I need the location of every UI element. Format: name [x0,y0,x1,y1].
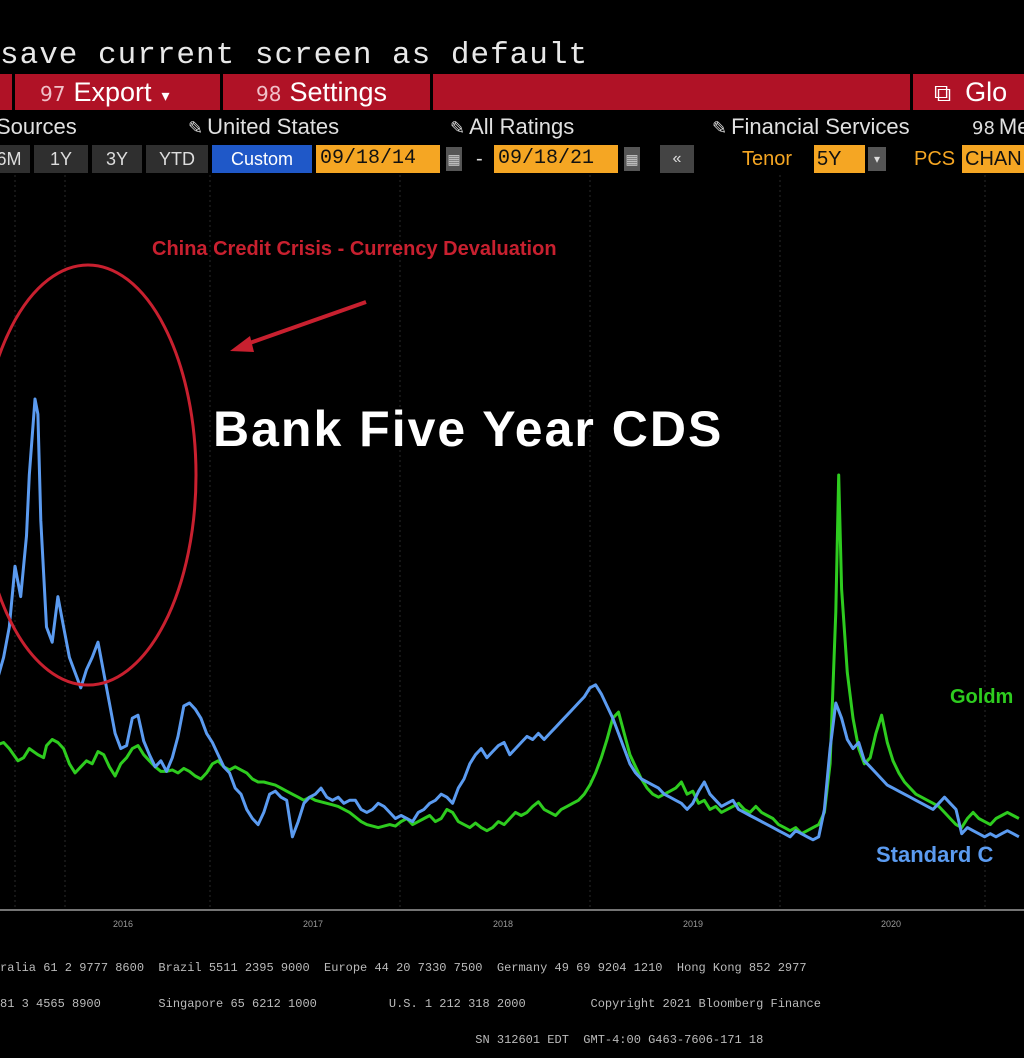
x-tick-label: 2016 [113,919,133,929]
settings-icon: 98 [972,118,995,139]
cds-chart: 2016 2017 2018 2019 2020 China Credit Crisis… [0,175,1024,929]
footer-line-2: 81 3 4565 8900 Singapore 65 6212 1000 U.… [0,997,821,1011]
series-line-goldman [0,473,1020,836]
filter-more-label: Me [998,114,1024,139]
series-layer [0,397,1020,842]
x-tick-label: 2020 [881,919,901,929]
end-date-input[interactable]: 09/18/21 [494,145,618,173]
annotation-circle [0,263,198,687]
date-separator: - [476,148,483,170]
toolbar-divider [220,74,223,110]
toolbar-divider [12,74,15,110]
tenor-label: Tenor [742,148,793,170]
x-tick-label: 2017 [303,919,323,929]
export-button[interactable]: 97 Export ▾ [40,74,170,110]
filter-row: Sources ✎ United States ✎ All Ratings ✎ Fin… [0,112,1024,142]
filter-sector[interactable]: ✎ Financial Services [712,112,910,144]
x-axis-labels: 2016 2017 2018 2019 2020 [113,919,901,929]
annotation-arrow [243,300,367,347]
filter-ratings-label: All Ratings [469,114,575,139]
footer-line-3: SN 312601 EDT GMT-4:00 G463-7606-171 18 [0,1033,764,1047]
global-label: Glo [965,77,1008,107]
series-line-standard [0,397,1020,842]
range-button-3y[interactable]: 3Y [92,145,142,173]
calendar-icon[interactable]: ▦ [446,147,462,171]
pcs-select[interactable]: CHAN [962,145,1024,173]
footer-line-1: ralia 61 2 9777 8600 Brazil 5511 2395 90… [0,961,807,975]
filter-sector-label: Financial Services [731,114,910,139]
toolbar-divider [910,74,913,110]
legend-standard: Standard C [876,842,993,867]
filter-country-label: United States [207,114,340,139]
x-tick-label: 2019 [683,919,703,929]
global-button[interactable]: ⧉ Glo [934,74,1007,110]
pencil-icon: ✎ [712,118,728,139]
tenor-select[interactable]: 5Y [814,145,865,173]
settings-icon: 98 [256,82,282,106]
export-label: Export [73,77,152,107]
range-button-1y[interactable]: 1Y [34,145,88,173]
start-date-input[interactable]: 09/18/14 [316,145,440,173]
pencil-icon: ✎ [450,118,466,139]
legend-goldman: Goldm [950,686,1013,708]
open-external-icon: ⧉ [934,79,952,107]
calendar-icon[interactable]: ▦ [624,147,640,171]
rewind-icon[interactable]: « [660,145,694,173]
export-icon: 97 [40,82,66,106]
range-button-ytd[interactable]: YTD [146,145,208,173]
filter-country[interactable]: ✎ United States [188,112,339,144]
range-button-6m[interactable]: 6M [0,145,30,173]
annotation-text: China Credit Crisis - Currency Devaluati… [152,238,557,260]
toolbar: 97 Export ▾ 98 Settings ⧉ Glo [0,74,1024,110]
chevron-down-icon[interactable]: ▾ [868,147,886,171]
settings-label: Settings [289,77,388,107]
filter-sources[interactable]: Sources [0,114,77,139]
chart-title: Bank Five Year CDS [213,401,723,457]
filter-more[interactable]: 98 Me [972,112,1024,144]
x-tick-label: 2018 [493,919,513,929]
annotation-arrowhead [230,336,254,352]
toolbar-divider [430,74,433,110]
filter-ratings[interactable]: ✎ All Ratings [450,112,574,144]
date-range-row: 6M 1Y 3Y YTD Custom 09/18/14 ▦ - 09/18/2… [0,145,1024,173]
range-button-custom[interactable]: Custom [212,145,312,173]
settings-button[interactable]: 98 Settings [256,74,387,110]
footer-contacts: ralia 61 2 9777 8600 Brazil 5511 2395 90… [0,938,1024,1058]
command-line[interactable]: save current screen as default [0,38,589,73]
pencil-icon: ✎ [188,118,204,139]
pcs-label: PCS [914,148,956,170]
chevron-down-icon: ▾ [161,88,170,105]
